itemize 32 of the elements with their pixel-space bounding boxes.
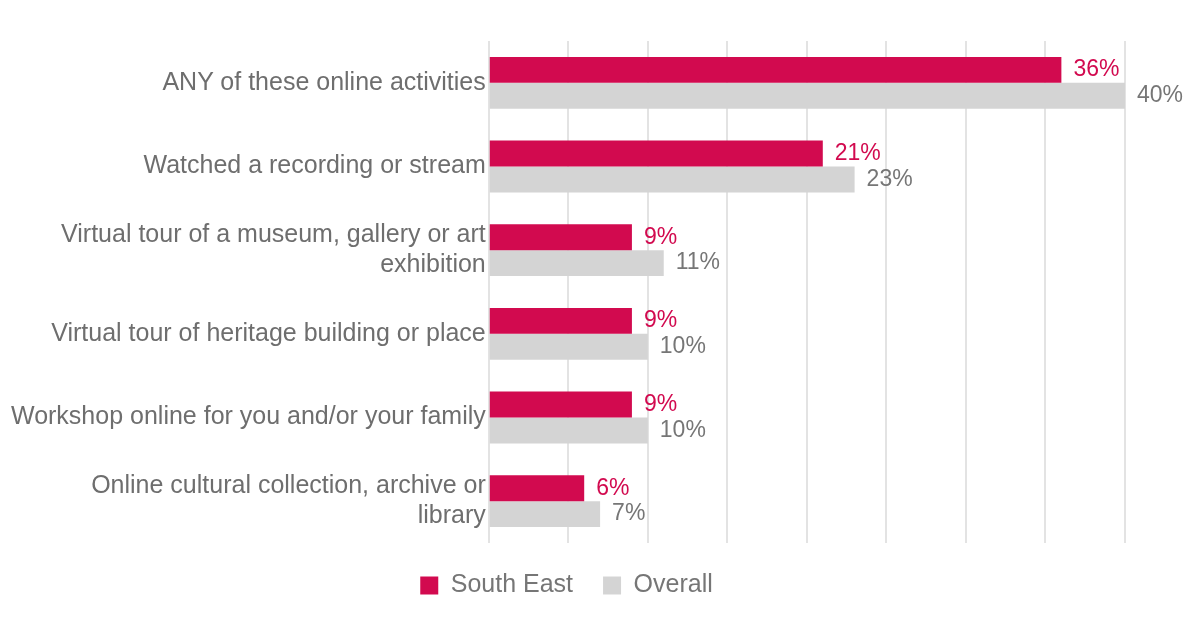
data-label: 9% — [643, 389, 678, 416]
data-label: 40% — [1137, 81, 1184, 108]
y-tick-label: ANY of these online activities — [162, 66, 486, 95]
bar — [489, 333, 648, 360]
bar — [489, 82, 1125, 109]
data-label: 36% — [1073, 55, 1120, 82]
bar — [489, 417, 648, 444]
bar — [489, 224, 632, 251]
data-label: 23% — [866, 164, 913, 191]
legend-label: South East — [450, 569, 574, 598]
bar — [489, 391, 632, 418]
data-label: 10% — [659, 332, 706, 359]
bar — [489, 475, 585, 502]
bar — [489, 501, 601, 528]
data-label: 7% — [612, 499, 646, 526]
bar — [489, 166, 855, 193]
y-tick-label: Virtual tour of a museum, gallery or art exhibition — [61, 219, 486, 278]
bar — [489, 250, 664, 277]
y-tick-label: Workshop online for you and/or your family — [10, 401, 487, 430]
bar — [489, 307, 632, 334]
legend-label: Overall — [633, 569, 713, 598]
data-label: 11% — [675, 248, 721, 275]
data-label: 6% — [596, 473, 630, 500]
data-label: 9% — [643, 306, 678, 333]
bar — [489, 140, 823, 167]
bar — [489, 56, 1062, 83]
y-tick-label: Virtual tour of heritage building or place — [51, 317, 486, 346]
data-label: 10% — [659, 415, 706, 442]
data-label: 21% — [834, 138, 881, 165]
y-tick-label: Watched a recording or stream — [143, 150, 486, 179]
y-tick-label: Online cultural collection, archive or library — [91, 470, 487, 529]
data-label: 9% — [643, 222, 678, 249]
